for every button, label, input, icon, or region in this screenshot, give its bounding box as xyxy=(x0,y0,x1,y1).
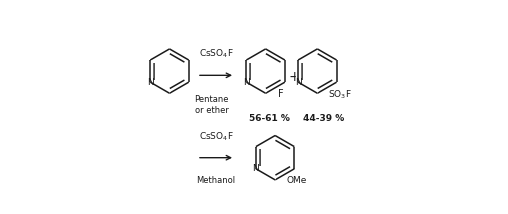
Text: CsSO$_4$F: CsSO$_4$F xyxy=(199,130,233,143)
Text: Methanol: Methanol xyxy=(197,176,236,185)
Text: N: N xyxy=(252,164,259,173)
Text: N: N xyxy=(147,78,154,87)
Text: Pentane
or ether: Pentane or ether xyxy=(195,95,229,114)
Text: SO$_3$F: SO$_3$F xyxy=(329,88,352,101)
Text: 56-61 %: 56-61 % xyxy=(249,114,290,123)
Text: F: F xyxy=(278,89,283,99)
Text: N: N xyxy=(295,78,302,87)
Text: +: + xyxy=(289,70,300,85)
Text: N: N xyxy=(243,78,250,87)
Text: OMe: OMe xyxy=(286,177,307,186)
Text: CsSO$_4$F: CsSO$_4$F xyxy=(199,48,233,60)
Text: 44-39 %: 44-39 % xyxy=(303,114,344,123)
